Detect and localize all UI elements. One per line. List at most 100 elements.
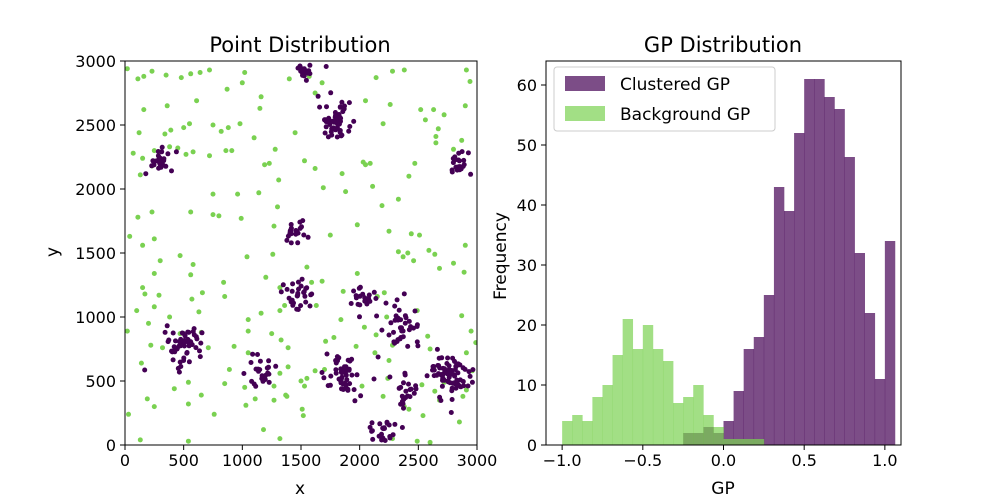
cluster-point	[345, 387, 351, 393]
cluster-point	[177, 359, 183, 365]
histogram-bar	[592, 397, 603, 445]
cluster-point	[445, 355, 451, 361]
background-point	[266, 160, 272, 166]
cluster-point	[295, 279, 301, 285]
background-point	[312, 368, 318, 374]
cluster-point	[333, 112, 338, 118]
background-point	[137, 437, 143, 443]
cluster-point	[186, 359, 192, 365]
scatter-y-tick-label: 2000	[75, 180, 116, 199]
background-point	[418, 107, 424, 113]
background-point	[282, 303, 288, 308]
cluster-point	[456, 164, 462, 170]
cluster-point	[452, 367, 458, 373]
background-point	[271, 223, 277, 229]
background-point	[135, 76, 141, 82]
background-point	[319, 278, 325, 284]
background-point	[242, 70, 248, 75]
background-point	[412, 160, 418, 166]
cluster-point	[434, 346, 440, 352]
background-point	[340, 288, 346, 294]
cluster-point	[407, 394, 413, 400]
cluster-point	[446, 367, 452, 373]
background-point	[373, 75, 379, 81]
cluster-point	[290, 281, 296, 287]
histogram-bar	[824, 97, 835, 445]
background-point	[312, 166, 318, 171]
histogram-y-tick-label: 10	[517, 376, 537, 395]
cluster-point	[307, 303, 313, 309]
cluster-point	[303, 299, 309, 305]
background-point	[432, 388, 438, 394]
cluster-point	[455, 361, 461, 367]
cluster-point	[342, 380, 348, 386]
histogram-bar	[854, 253, 865, 445]
histogram-bar	[804, 79, 815, 445]
scatter-y-tick-label: 3000	[75, 52, 116, 71]
background-point	[299, 406, 305, 412]
histogram-bar	[683, 397, 694, 445]
background-point	[313, 303, 319, 308]
cluster-point	[319, 370, 325, 375]
cluster-point	[171, 344, 177, 350]
cluster-point	[185, 337, 191, 343]
cluster-point	[336, 121, 342, 127]
background-point	[320, 185, 326, 191]
cluster-point	[439, 383, 445, 389]
background-point	[222, 294, 228, 299]
cluster-point	[255, 352, 260, 357]
histogram-plot-area	[562, 79, 896, 445]
cluster-point	[165, 151, 171, 157]
background-point	[181, 125, 187, 131]
background-point	[167, 144, 173, 150]
cluster-point	[199, 330, 205, 336]
background-point	[451, 260, 456, 266]
cluster-point	[470, 367, 476, 373]
cluster-point	[184, 350, 190, 356]
histogram-series	[562, 319, 765, 445]
background-point	[187, 121, 192, 127]
background-point	[425, 333, 431, 339]
background-point	[359, 383, 365, 389]
cluster-point	[308, 292, 314, 298]
cluster-point	[370, 436, 376, 442]
cluster-point	[278, 289, 284, 295]
cluster-point	[322, 130, 328, 136]
background-point	[223, 148, 229, 154]
background-point	[277, 370, 283, 376]
background-point	[327, 232, 333, 238]
background-point	[456, 419, 462, 425]
cluster-point	[286, 295, 292, 301]
background-point	[235, 191, 241, 197]
scatter-y-tick-label: 1500	[75, 244, 116, 263]
background-point	[189, 296, 195, 302]
cluster-point	[253, 383, 259, 389]
cluster-point	[398, 384, 404, 390]
cluster-point	[198, 340, 204, 346]
background-point	[211, 411, 217, 417]
cluster-point	[407, 387, 413, 393]
background-point	[125, 66, 130, 72]
histogram-bar	[733, 439, 744, 445]
background-point	[380, 121, 386, 127]
cluster-point	[257, 358, 263, 364]
background-point	[140, 242, 146, 248]
cluster-point	[403, 388, 409, 394]
cluster-point	[288, 225, 294, 231]
histogram-bar	[733, 391, 744, 445]
background-point	[304, 264, 310, 270]
cluster-point	[460, 365, 466, 371]
scatter-x-tick-label: 0	[120, 451, 130, 470]
scatter-x-tick-label: 1500	[281, 451, 322, 470]
cluster-point	[456, 150, 462, 156]
background-point	[272, 146, 278, 152]
cluster-point	[162, 329, 168, 335]
cluster-point	[266, 358, 272, 364]
cluster-point	[461, 383, 467, 389]
background-point	[205, 345, 211, 351]
cluster-point	[288, 240, 294, 246]
cluster-point	[300, 218, 306, 224]
background-point	[263, 274, 269, 280]
histogram-bar	[562, 421, 573, 445]
background-point	[196, 309, 202, 315]
